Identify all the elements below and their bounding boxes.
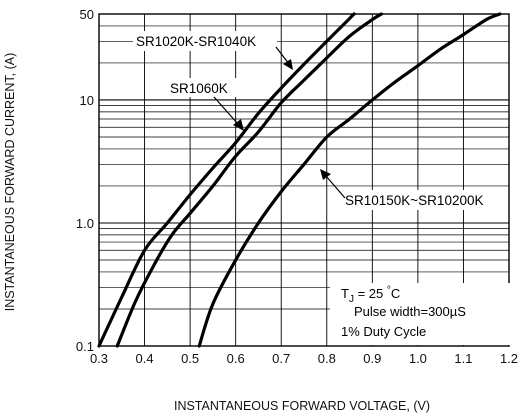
arrow-3-head [320,169,331,180]
plot-frame [98,13,510,347]
arrow-1-line [275,46,290,65]
y-tick-label-10: 10 [80,93,94,108]
tick-labels: 0.3 0.4 0.5 0.6 0.7 0.8 0.9 1.0 1.1 1.2 0.1 1.0 10 50 [76,7,518,366]
series-line-1 [97,12,356,348]
series-label-box-1 [133,31,277,51]
condition-pulse: Pulse width=300µS [354,304,466,319]
series-label-box-3 [343,190,503,210]
series-line-3 [197,12,502,348]
grid-major [99,14,509,346]
arrow-3-line [325,175,346,199]
arrow-1-head [283,59,293,70]
x-tick-label-0.9: 0.9 [363,351,381,366]
x-tick-label-0.4: 0.4 [136,351,154,366]
curves [97,12,502,348]
series-label-1: SR1020K-SR1040K [136,34,256,49]
condition-tj: TJ = 25 °C [341,285,400,305]
x-tick-label-0.3: 0.3 [90,351,108,366]
x-tick-label-1.0: 1.0 [409,351,427,366]
series-label-2: SR1060K [170,81,228,96]
series-line-2 [115,12,383,348]
label-arrows [213,46,346,199]
x-tick-label-0.5: 0.5 [181,351,199,366]
x-axis-title: INSTANTANEOUS FORWARD VOLTAGE, (V) [174,399,430,413]
series-label-3: SR10150K~SR10200K [345,193,483,208]
arrow-2-line [213,96,239,125]
condition-duty: 1% Duty Cycle [341,324,426,339]
grid-minor [99,25,509,310]
arrow-2-head [233,119,244,131]
series-label-box-2 [169,78,241,97]
y-tick-label-50: 50 [80,7,94,22]
y-tick-label-0.1: 0.1 [76,339,94,354]
x-tick-label-0.8: 0.8 [318,351,336,366]
x-tick-label-0.6: 0.6 [227,351,245,366]
conditions-box [330,283,513,345]
y-tick-label-1.0: 1.0 [76,216,94,231]
x-tick-label-1.1: 1.1 [454,351,472,366]
x-tick-label-0.7: 0.7 [272,351,290,366]
y-axis-title: INSTANTANEOUS FORWARD CURRENT, (A) [3,53,17,312]
x-tick-label-1.2: 1.2 [500,351,518,366]
